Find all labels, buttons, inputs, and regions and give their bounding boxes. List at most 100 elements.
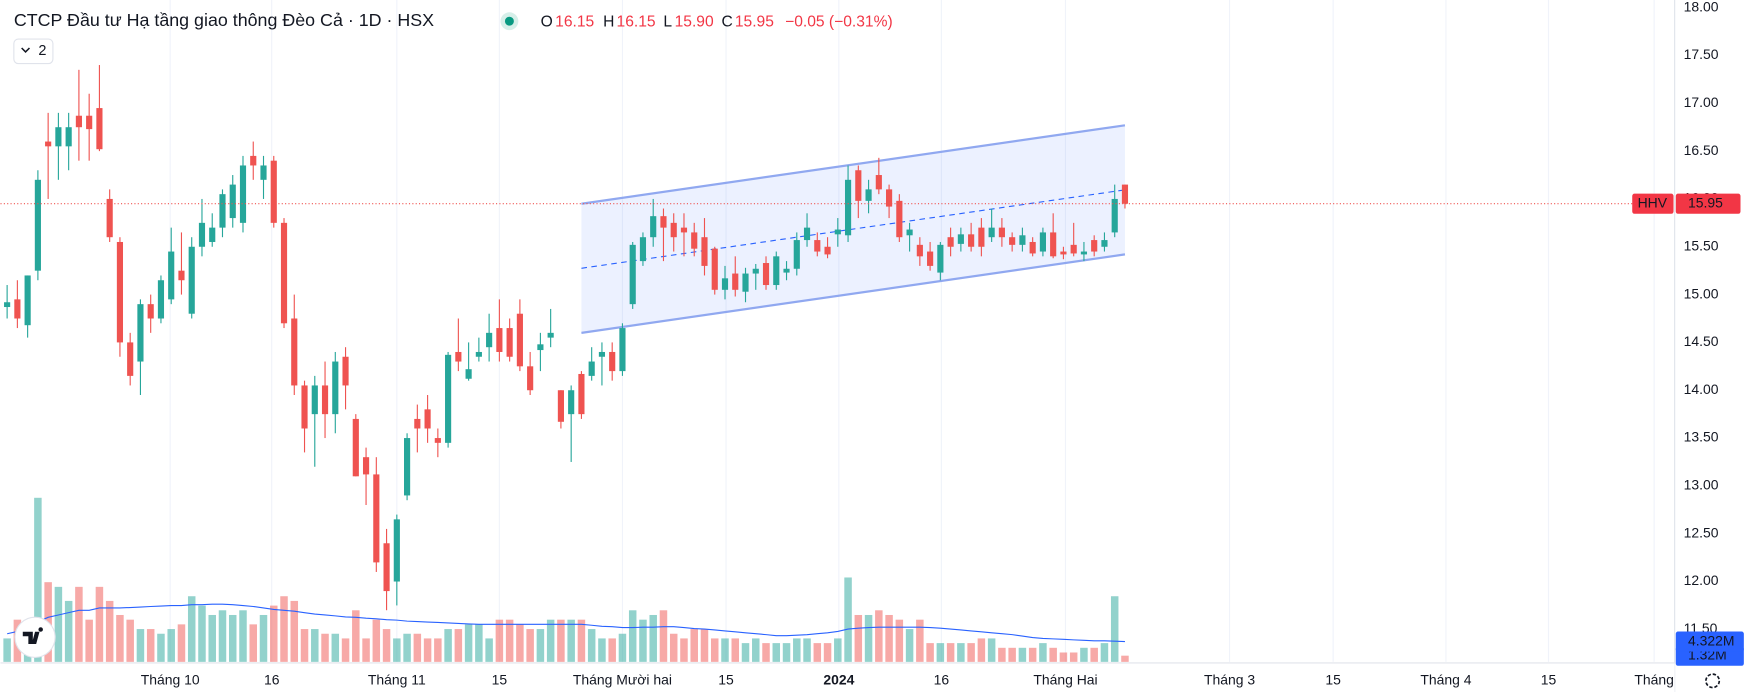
y-tick-label: 13.50 xyxy=(1684,429,1719,445)
candle-body xyxy=(455,351,462,362)
volume-bar xyxy=(803,638,811,662)
volume-ma-badge xyxy=(1675,631,1744,652)
y-tick-label: 18.00 xyxy=(1684,0,1719,14)
candle-body xyxy=(783,268,790,273)
volume-bar xyxy=(290,600,299,662)
volume-bar xyxy=(587,629,596,662)
x-tick-label: Tháng Hai xyxy=(1033,672,1097,688)
candle-body xyxy=(362,457,370,475)
axes: 11.5012.0012.5013.0013.5014.0014.5015.00… xyxy=(141,0,1744,688)
volume-bar xyxy=(690,629,698,662)
volume-bar xyxy=(649,614,657,662)
volume-bar xyxy=(64,600,73,662)
volume-bar xyxy=(957,643,965,662)
candle-body xyxy=(506,328,513,357)
candle-body xyxy=(291,318,298,386)
volume-bar xyxy=(403,633,411,662)
channel-upper xyxy=(581,124,1126,205)
volume-bar xyxy=(1008,647,1016,662)
symbol-badge xyxy=(1632,193,1674,214)
x-tick-label: 15 xyxy=(1541,672,1557,688)
settings-icon[interactable] xyxy=(1705,673,1721,689)
volume-bar xyxy=(228,614,237,662)
indicator-count: 2 xyxy=(38,43,46,59)
volume-bar xyxy=(916,619,924,662)
candle-body xyxy=(1019,235,1026,245)
candle-body xyxy=(711,248,718,290)
candle-body xyxy=(1050,232,1057,257)
volume-bar xyxy=(187,596,196,662)
candle-body xyxy=(14,299,21,319)
symbol-label: HHV xyxy=(1638,194,1668,210)
candle-body xyxy=(732,273,739,290)
volume-bar xyxy=(628,610,637,662)
legend-high: 16.15 xyxy=(617,13,656,30)
volume-bar xyxy=(321,633,329,662)
candle-body xyxy=(496,328,503,352)
volume-bar xyxy=(34,497,42,662)
candle-body xyxy=(486,332,493,348)
candle-body xyxy=(301,385,308,429)
volume-bar xyxy=(372,619,381,662)
legend-o: O xyxy=(541,13,553,30)
candle-body xyxy=(1111,198,1118,233)
volume-bar xyxy=(526,629,534,662)
candle-body xyxy=(1101,240,1108,247)
candle-body xyxy=(814,240,821,252)
candle-body xyxy=(619,328,626,372)
volume-bar xyxy=(331,633,340,662)
volume-bar xyxy=(75,586,83,662)
candle-body xyxy=(650,216,657,238)
candle-body xyxy=(424,409,431,429)
volume-bar xyxy=(1018,647,1027,662)
volume-bar xyxy=(177,624,186,662)
candle-body xyxy=(127,342,134,376)
x-tick-label: 15 xyxy=(492,672,508,688)
y-tick-label: 14.50 xyxy=(1684,333,1719,349)
candle-body xyxy=(270,160,277,223)
volume-bar xyxy=(936,643,945,662)
volume-bar xyxy=(1039,643,1047,662)
indicator-toggle[interactable] xyxy=(13,38,54,65)
candle-body xyxy=(1060,251,1067,255)
volume-bar xyxy=(516,624,524,662)
volume-bar xyxy=(895,619,904,662)
candle-body xyxy=(968,234,975,247)
candle-body xyxy=(1091,240,1098,252)
volume-pane xyxy=(3,497,1129,662)
volume-bar xyxy=(218,610,227,662)
volume-bar xyxy=(1110,596,1119,662)
candle-body xyxy=(75,115,82,128)
candle-body xyxy=(4,302,11,308)
y-tick-label: 14.00 xyxy=(1684,381,1719,397)
channel-lower xyxy=(581,253,1126,334)
candle-body xyxy=(875,175,882,190)
candle-body xyxy=(1121,184,1129,204)
candle-body xyxy=(280,222,288,324)
candle-body xyxy=(332,361,339,415)
x-tick-label: 15 xyxy=(1325,672,1341,688)
volume-bar xyxy=(813,643,822,662)
y-tick-label: 12.50 xyxy=(1684,524,1719,540)
candle-body xyxy=(516,313,523,367)
candle-body xyxy=(844,179,852,236)
volume-bar xyxy=(546,619,555,662)
volume-bar xyxy=(485,638,493,662)
candle-body xyxy=(691,232,698,249)
candle-body xyxy=(803,227,811,241)
volume-bar xyxy=(967,643,975,662)
volume-bar xyxy=(126,619,134,662)
volume-bar xyxy=(311,629,319,662)
time-axis xyxy=(0,662,1675,692)
volume-bar xyxy=(598,638,606,662)
volume-bar xyxy=(854,614,863,662)
candle-body xyxy=(988,227,995,238)
candle-body xyxy=(701,237,708,266)
volume-bar xyxy=(752,638,760,662)
candle-body xyxy=(434,438,441,443)
candle-body xyxy=(670,222,677,238)
volume-bar xyxy=(352,610,360,662)
volume-bar xyxy=(444,629,452,662)
candle-body xyxy=(34,179,41,271)
